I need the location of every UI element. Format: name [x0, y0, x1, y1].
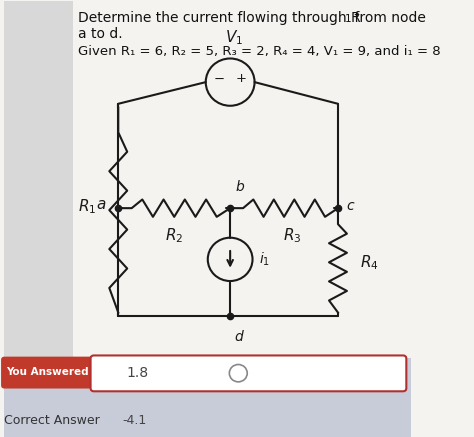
- Text: $R_4$: $R_4$: [360, 253, 379, 272]
- Text: c: c: [346, 199, 354, 213]
- Text: -4.1: -4.1: [122, 414, 146, 427]
- FancyBboxPatch shape: [4, 358, 411, 403]
- Text: +: +: [236, 73, 246, 86]
- Text: d: d: [234, 330, 243, 344]
- Text: Correct Answer: Correct Answer: [4, 414, 100, 427]
- Text: from node: from node: [350, 11, 426, 25]
- FancyBboxPatch shape: [4, 403, 411, 437]
- FancyBboxPatch shape: [1, 357, 93, 388]
- Text: −: −: [214, 73, 225, 86]
- Text: You Answered: You Answered: [6, 368, 88, 378]
- Text: $R_1$: $R_1$: [78, 197, 96, 215]
- Text: Determine the current flowing through R: Determine the current flowing through R: [78, 11, 360, 25]
- Text: $R_2$: $R_2$: [165, 226, 183, 245]
- Text: Given R₁ = 6, R₂ = 5, R₃ = 2, R₄ = 4, V₁ = 9, and i₁ = 8: Given R₁ = 6, R₂ = 5, R₃ = 2, R₄ = 4, V₁…: [78, 45, 440, 58]
- Text: 1: 1: [345, 14, 352, 24]
- Text: b: b: [235, 180, 244, 194]
- Text: 1.8: 1.8: [127, 366, 148, 380]
- Text: $V_1$: $V_1$: [225, 28, 243, 47]
- Text: a: a: [97, 197, 106, 212]
- FancyBboxPatch shape: [4, 1, 73, 395]
- Text: $i_1$: $i_1$: [259, 251, 270, 268]
- Text: $R_3$: $R_3$: [283, 226, 301, 245]
- FancyBboxPatch shape: [91, 355, 406, 391]
- Text: a to d.: a to d.: [78, 27, 122, 41]
